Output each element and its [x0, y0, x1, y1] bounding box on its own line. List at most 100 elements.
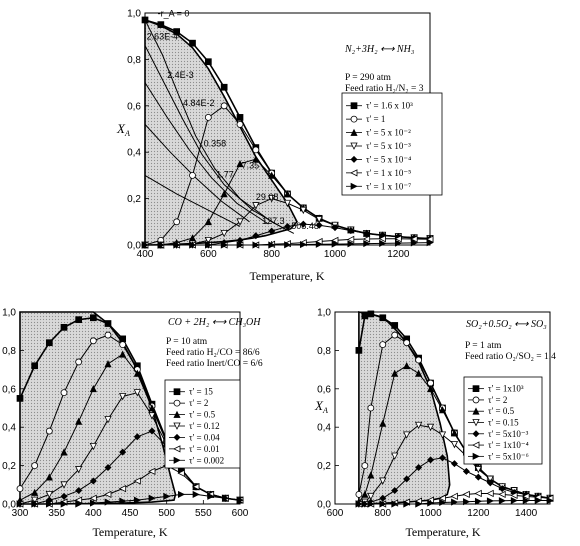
series-point	[173, 28, 181, 35]
y-axis-label: XA	[314, 398, 328, 415]
series-point	[347, 240, 355, 248]
series-point	[284, 241, 292, 249]
series-point	[45, 339, 53, 347]
series-point	[426, 423, 435, 432]
series-point	[426, 239, 434, 247]
series-point	[189, 171, 196, 179]
series-point	[192, 483, 200, 491]
x-tick-label: 600	[232, 508, 249, 519]
series-point	[89, 337, 97, 345]
series-point	[118, 484, 127, 493]
chart-bottom-left: 300 350 400 450 500 550 600 0,0 0,2 0,4 0,6 0,8 1,0 T…	[2, 308, 263, 540]
series-point	[173, 218, 181, 226]
x-tick-label: 600	[200, 249, 217, 260]
legend-marker	[350, 115, 358, 123]
series-point	[299, 220, 307, 228]
series-point	[60, 500, 68, 508]
series-point	[221, 494, 230, 502]
series-point	[148, 412, 156, 420]
rate-label: -r_A = 0	[158, 8, 190, 18]
series-point	[189, 39, 196, 47]
reaction-equation: N₂+3H₂ ⟷ NH₃	[344, 44, 415, 55]
y-tick-label: 0,6	[317, 384, 331, 395]
series-point	[75, 417, 83, 425]
rate-isoline	[144, 45, 285, 230]
series-point	[163, 492, 171, 500]
legend-label: τ' = 5 x 10⁻²	[366, 128, 411, 138]
series-point	[355, 500, 363, 508]
series-point	[379, 239, 387, 247]
series-point	[268, 171, 276, 179]
legend-label: τ' = 1x10⁻⁴	[488, 440, 529, 450]
series-point	[148, 494, 156, 502]
condition-note: P = 10 atm	[166, 337, 208, 347]
legend-label: τ' = 0.12	[189, 421, 220, 431]
series-point	[45, 473, 53, 481]
legend-marker	[173, 445, 181, 453]
y-axis-label: XA	[116, 121, 130, 138]
series-point	[189, 241, 197, 249]
rate-label: 127.3	[262, 216, 285, 226]
series-point	[361, 312, 369, 320]
series-point	[75, 466, 83, 474]
series-point	[104, 498, 112, 506]
series-point	[391, 322, 399, 329]
series-point	[498, 485, 506, 493]
series-point	[438, 431, 447, 439]
series-point	[361, 500, 369, 508]
x-tick-label: 300	[12, 508, 29, 519]
series-point	[450, 441, 459, 449]
series-point	[486, 475, 494, 483]
series-point	[104, 490, 112, 499]
y-tick-label: 0,4	[317, 423, 331, 434]
legend-marker	[472, 430, 480, 438]
legend-label: τ' = 5x10⁻³	[488, 429, 529, 439]
series-point	[75, 358, 83, 366]
series-point	[486, 479, 494, 487]
series-point	[177, 469, 185, 477]
series-point	[427, 456, 435, 464]
y-tick-label: 0,8	[317, 346, 331, 357]
series-point	[415, 464, 423, 472]
series-point	[522, 492, 530, 500]
series-point	[104, 360, 112, 368]
series-point	[236, 218, 244, 226]
condition-note: P = 1 atm	[465, 341, 502, 351]
series-point	[438, 494, 446, 502]
series-point	[486, 489, 494, 498]
rate-label: 2.63E-4	[147, 32, 179, 42]
series-point	[474, 466, 482, 474]
series-point	[362, 235, 371, 243]
series-point	[252, 146, 260, 154]
series-point	[157, 241, 165, 249]
rate-isoline	[144, 174, 241, 227]
legend-marker	[472, 441, 480, 449]
legend-marker	[472, 452, 480, 460]
x-tick-label: 1200	[387, 249, 410, 260]
reaction-equation: SO₂+0.5O₂ ⟷ SO₃	[466, 319, 547, 330]
series-point	[283, 199, 292, 208]
series-point	[141, 16, 149, 24]
series-point	[367, 404, 375, 412]
series-point	[410, 239, 418, 247]
x-tick-label: 1000	[419, 508, 442, 519]
series-point	[60, 481, 68, 489]
condition-note: Feed ratio H₂/CO = 86/6	[166, 348, 260, 358]
series-point	[133, 433, 141, 441]
series-point	[403, 475, 411, 483]
series-point	[391, 331, 399, 339]
legend-label: τ' = 5 x 10⁻³	[366, 141, 411, 151]
legend-marker	[173, 388, 181, 396]
series-point	[474, 489, 482, 498]
y-tick-label: 0,4	[127, 148, 141, 159]
series-point	[236, 160, 244, 168]
y-tick-label: 0,0	[127, 241, 141, 252]
series-point	[510, 491, 518, 500]
series-point	[60, 389, 68, 397]
condition-note: Feed ratio O₂/SO₂ = 1.4	[465, 352, 556, 362]
legend-label: τ' = 1	[366, 114, 385, 124]
series-point	[104, 331, 112, 339]
series-point	[355, 490, 363, 498]
legend-marker	[350, 102, 358, 110]
